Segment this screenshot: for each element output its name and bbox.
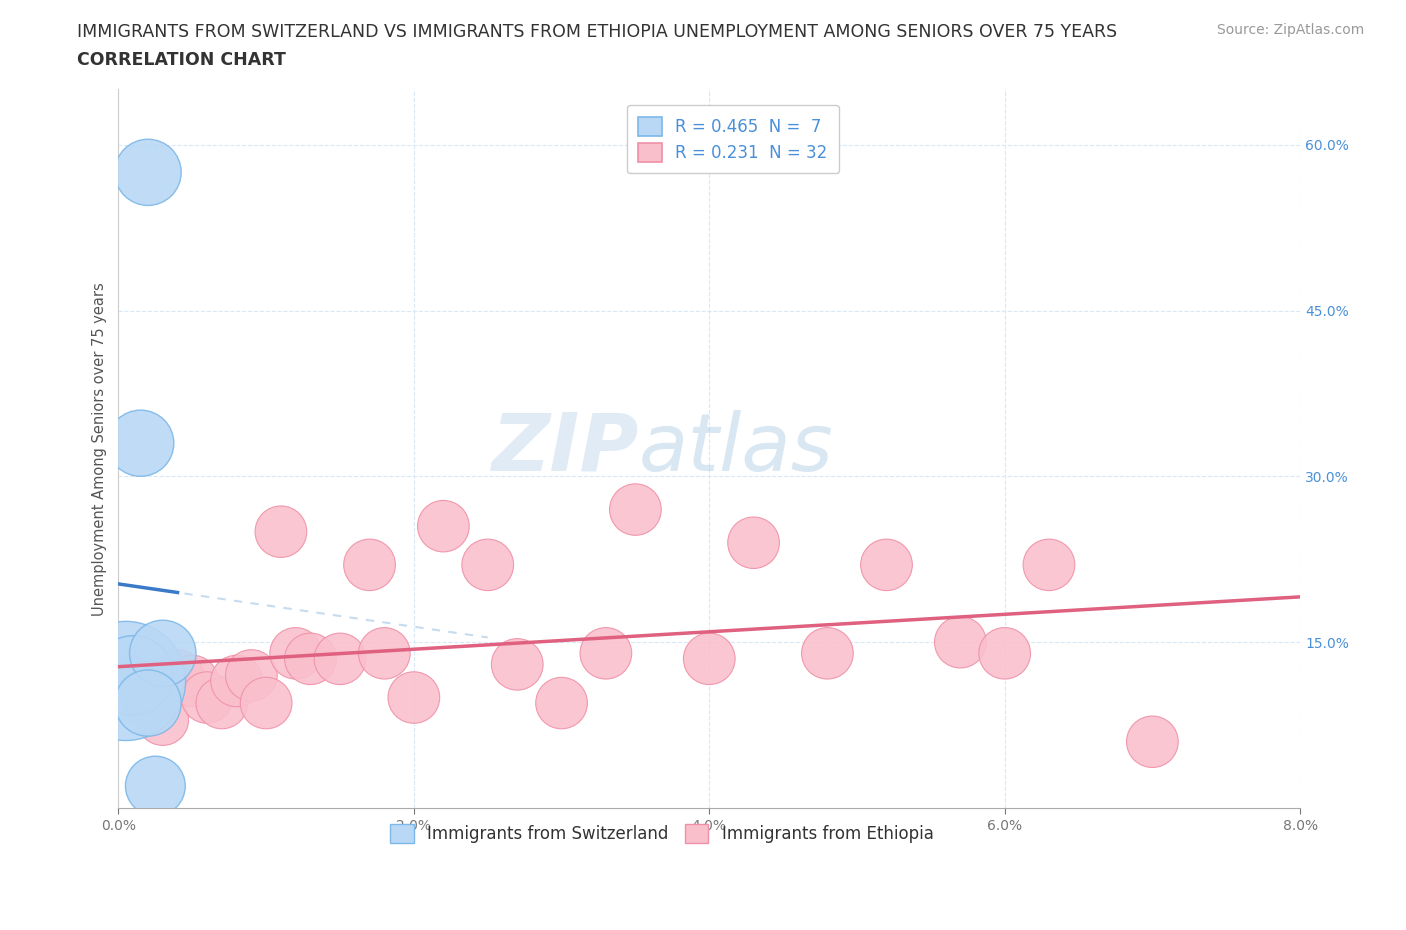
Ellipse shape: [136, 694, 188, 746]
Ellipse shape: [181, 671, 233, 724]
Ellipse shape: [270, 628, 322, 679]
Ellipse shape: [683, 633, 735, 684]
Ellipse shape: [254, 506, 307, 557]
Ellipse shape: [536, 677, 588, 729]
Ellipse shape: [240, 677, 292, 729]
Ellipse shape: [581, 628, 631, 679]
Ellipse shape: [610, 484, 661, 536]
Ellipse shape: [461, 539, 513, 591]
Ellipse shape: [860, 539, 912, 591]
Ellipse shape: [122, 677, 174, 729]
Ellipse shape: [129, 620, 195, 686]
Text: IMMIGRANTS FROM SWITZERLAND VS IMMIGRANTS FROM ETHIOPIA UNEMPLOYMENT AMONG SENIO: IMMIGRANTS FROM SWITZERLAND VS IMMIGRANT…: [77, 23, 1118, 41]
Ellipse shape: [492, 639, 543, 690]
Ellipse shape: [1024, 539, 1074, 591]
Ellipse shape: [728, 517, 779, 568]
Ellipse shape: [801, 628, 853, 679]
Ellipse shape: [314, 633, 366, 684]
Ellipse shape: [225, 650, 277, 701]
Text: Source: ZipAtlas.com: Source: ZipAtlas.com: [1216, 23, 1364, 37]
Ellipse shape: [195, 677, 247, 729]
Legend: Immigrants from Switzerland, Immigrants from Ethiopia: Immigrants from Switzerland, Immigrants …: [384, 817, 941, 850]
Ellipse shape: [284, 633, 336, 684]
Ellipse shape: [211, 656, 263, 707]
Text: CORRELATION CHART: CORRELATION CHART: [77, 51, 287, 69]
Y-axis label: Unemployment Among Seniors over 75 years: Unemployment Among Seniors over 75 years: [93, 282, 107, 616]
Ellipse shape: [107, 656, 159, 707]
Ellipse shape: [115, 670, 181, 737]
Ellipse shape: [388, 671, 440, 724]
Ellipse shape: [107, 410, 174, 476]
Text: ZIP: ZIP: [491, 410, 638, 487]
Ellipse shape: [125, 756, 186, 816]
Ellipse shape: [343, 539, 395, 591]
Ellipse shape: [359, 628, 411, 679]
Ellipse shape: [115, 140, 181, 206]
Ellipse shape: [93, 636, 173, 715]
Ellipse shape: [979, 628, 1031, 679]
Ellipse shape: [136, 656, 188, 707]
Ellipse shape: [418, 500, 470, 551]
Text: atlas: atlas: [638, 410, 834, 487]
Ellipse shape: [1126, 716, 1178, 767]
Ellipse shape: [166, 656, 218, 707]
Ellipse shape: [935, 617, 986, 668]
Ellipse shape: [66, 621, 186, 740]
Ellipse shape: [152, 650, 204, 701]
